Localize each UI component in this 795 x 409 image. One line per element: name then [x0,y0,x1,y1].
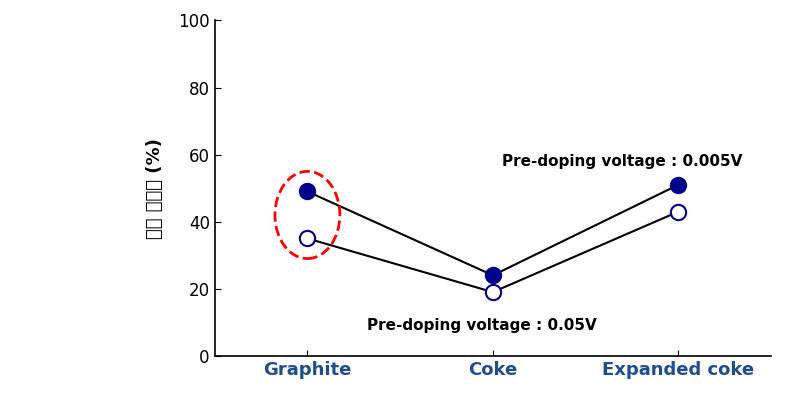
Text: Pre-doping voltage : 0.005V: Pre-doping voltage : 0.005V [502,154,743,169]
Text: Pre-doping voltage : 0.05V: Pre-doping voltage : 0.05V [366,318,596,333]
Y-axis label: 무게 변화율 (%): 무게 변화율 (%) [146,138,165,238]
